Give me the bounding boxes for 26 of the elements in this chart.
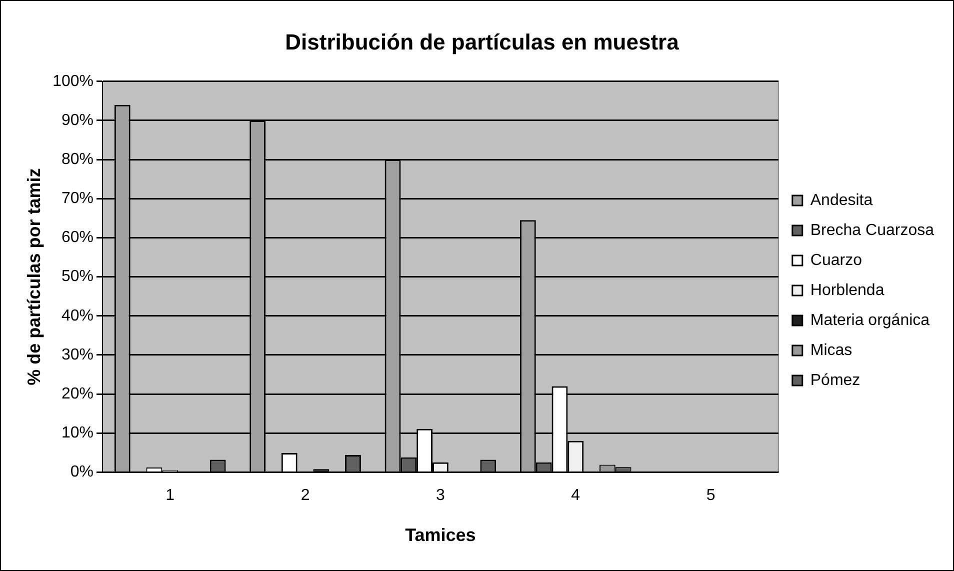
legend-label: Materia orgánica bbox=[810, 312, 930, 329]
y-tick-label: 30% bbox=[61, 346, 94, 364]
x-axis-title: Tamices bbox=[405, 525, 476, 546]
x-tick-label: 1 bbox=[166, 487, 175, 504]
x-tick-label: 4 bbox=[571, 487, 580, 504]
legend-label: Horblenda bbox=[810, 282, 884, 299]
legend-label: Andesita bbox=[810, 192, 873, 209]
legend-label: Cuarzo bbox=[810, 252, 862, 269]
y-tick-label: 10% bbox=[61, 424, 94, 442]
x-tick-label: 2 bbox=[300, 487, 310, 504]
y-tick-label: 20% bbox=[61, 385, 94, 402]
y-tick-label: 50% bbox=[61, 268, 94, 286]
y-tick-label: 90% bbox=[61, 112, 94, 129]
chart-title: Distribución de partículas en muestra bbox=[285, 29, 680, 54]
legend-label: Brecha Cuarzosa bbox=[810, 222, 934, 239]
x-tick-label: 3 bbox=[436, 487, 445, 504]
y-tick-label: 70% bbox=[61, 190, 94, 208]
y-tick-label: 100% bbox=[52, 72, 94, 90]
y-tick-label: 40% bbox=[61, 307, 94, 324]
legend-label: Pómez bbox=[810, 372, 860, 389]
y-axis-title: % de partículas por tamiz bbox=[24, 168, 44, 386]
legend-label: Micas bbox=[810, 342, 852, 359]
y-tick-label: 0% bbox=[70, 464, 94, 481]
y-tick-label: 60% bbox=[61, 229, 94, 246]
x-tick-label: 5 bbox=[706, 487, 716, 504]
y-tick-label: 80% bbox=[61, 150, 94, 168]
